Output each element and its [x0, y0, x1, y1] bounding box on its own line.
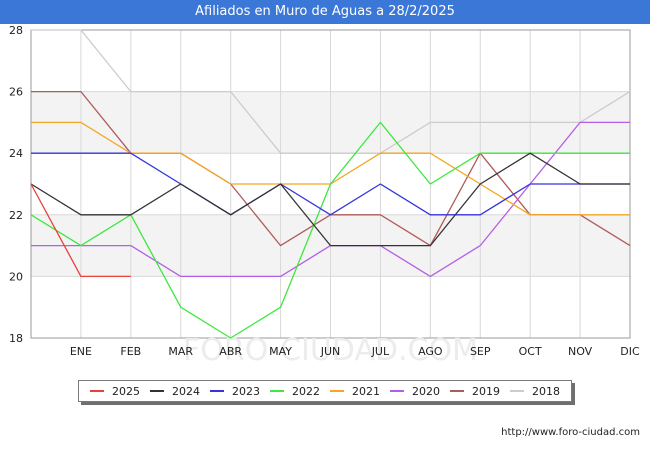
x-tick-label: ENE	[70, 345, 92, 358]
x-tick-label: SEP	[470, 345, 491, 358]
series-line-2023	[31, 152, 630, 216]
legend-swatch	[330, 390, 344, 392]
series-line-2025	[30, 183, 131, 278]
legend-swatch	[390, 390, 404, 392]
legend-label: 2021	[352, 384, 380, 398]
legend-item-2024: 2024	[150, 385, 200, 398]
series-line-2018	[31, 29, 631, 154]
legend-swatch	[210, 390, 224, 392]
legend-item-2021: 2021	[330, 385, 380, 398]
legend-label: 2022	[292, 384, 320, 398]
legend-swatch	[510, 390, 524, 392]
legend-label: 2020	[412, 384, 440, 398]
x-tick-label: JUL	[371, 345, 390, 358]
x-tick-label: DIC	[620, 345, 640, 358]
y-tick-label: 26	[9, 86, 23, 99]
legend-item-2023: 2023	[210, 385, 260, 398]
watermark: FORO-CIUDAD.COM	[183, 333, 478, 368]
legend-item-2022: 2022	[270, 385, 320, 398]
legend-item-2025: 2025	[90, 385, 140, 398]
series-lines	[30, 29, 631, 339]
legend-item-2018: 2018	[510, 385, 560, 398]
axes: 18 20 22 24 26 28 ENE FEB MAR ABR MAY JUN JUL AGO SEP O…	[9, 24, 640, 358]
source-url[interactable]: http://www.foro-ciudad.com	[501, 427, 640, 438]
x-tick-label: AGO	[418, 345, 443, 358]
x-tick-label: ABR	[219, 345, 242, 358]
legend-label: 2024	[172, 384, 200, 398]
y-tick-label: 20	[9, 270, 23, 283]
legend-swatch	[270, 390, 284, 392]
chart-title: Afiliados en Muro de Aguas a 28/2/2025	[0, 0, 650, 24]
y-tick-label: 24	[9, 147, 23, 160]
x-tick-label: JUN	[320, 345, 341, 358]
x-tick-label: MAR	[168, 345, 193, 358]
x-tick-label: NOV	[568, 345, 593, 358]
y-tick-label: 22	[9, 209, 23, 222]
y-tick-label: 18	[9, 332, 23, 345]
x-tick-label: OCT	[519, 345, 542, 358]
legend-item-2020: 2020	[390, 385, 440, 398]
legend-swatch	[90, 390, 104, 392]
legend-label: 2019	[472, 384, 500, 398]
legend-swatch	[450, 390, 464, 392]
y-tick-label: 28	[9, 24, 23, 37]
legend-label: 2018	[532, 384, 560, 398]
series-line-2024	[30, 152, 630, 247]
x-tick-label: MAY	[269, 345, 292, 358]
legend-item-2019: 2019	[450, 385, 500, 398]
legend-label: 2023	[232, 384, 260, 398]
legend-label: 2025	[112, 384, 140, 398]
x-tick-label: FEB	[120, 345, 141, 358]
legend: 2025 2024 2023 2022 2021 2020 2019 2018	[78, 380, 572, 402]
legend-swatch	[150, 390, 164, 392]
